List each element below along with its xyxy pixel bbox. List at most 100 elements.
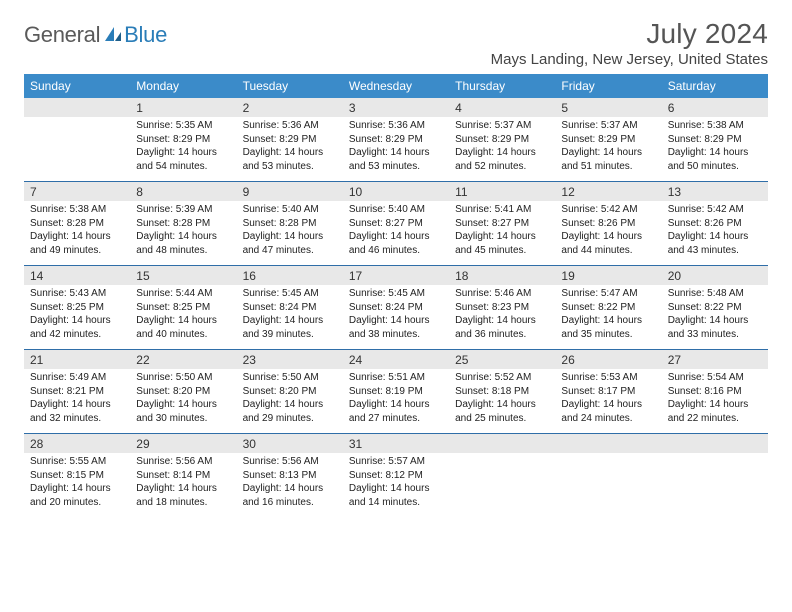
day-number-cell: 6	[662, 98, 768, 117]
daylight-text: Daylight: 14 hours	[243, 482, 337, 496]
weekday-header: Wednesday	[343, 74, 449, 98]
day-number-row: 14151617181920	[24, 266, 768, 286]
day-number-cell: 8	[130, 182, 236, 202]
day-number: 16	[237, 266, 343, 285]
sunset-text: Sunset: 8:24 PM	[349, 301, 443, 315]
day-number: 24	[343, 350, 449, 369]
daylight-text: Daylight: 14 hours	[136, 230, 230, 244]
sunset-text: Sunset: 8:17 PM	[561, 385, 655, 399]
daylight-text: and 27 minutes.	[349, 412, 443, 426]
day-number-cell: 26	[555, 350, 661, 370]
day-content-cell	[24, 117, 130, 182]
day-number-row: 78910111213	[24, 182, 768, 202]
sunset-text: Sunset: 8:24 PM	[243, 301, 337, 315]
day-content-cell: Sunrise: 5:51 AMSunset: 8:19 PMDaylight:…	[343, 369, 449, 434]
day-content-cell: Sunrise: 5:39 AMSunset: 8:28 PMDaylight:…	[130, 201, 236, 266]
day-number: 15	[130, 266, 236, 285]
calendar-header-row: SundayMondayTuesdayWednesdayThursdayFrid…	[24, 74, 768, 98]
logo-text-general: General	[24, 22, 100, 48]
weekday-header: Sunday	[24, 74, 130, 98]
day-number-row: 123456	[24, 98, 768, 117]
daylight-text: Daylight: 14 hours	[455, 398, 549, 412]
sunset-text: Sunset: 8:18 PM	[455, 385, 549, 399]
daylight-text: Daylight: 14 hours	[30, 314, 124, 328]
day-number-cell: 19	[555, 266, 661, 286]
daylight-text: and 40 minutes.	[136, 328, 230, 342]
daylight-text: and 39 minutes.	[243, 328, 337, 342]
day-content-cell: Sunrise: 5:38 AMSunset: 8:29 PMDaylight:…	[662, 117, 768, 182]
daylight-text: and 32 minutes.	[30, 412, 124, 426]
daylight-text: Daylight: 14 hours	[30, 398, 124, 412]
daylight-text: and 46 minutes.	[349, 244, 443, 258]
day-content-cell: Sunrise: 5:45 AMSunset: 8:24 PMDaylight:…	[237, 285, 343, 350]
day-content-cell: Sunrise: 5:40 AMSunset: 8:27 PMDaylight:…	[343, 201, 449, 266]
day-number-cell: 23	[237, 350, 343, 370]
day-number: 29	[130, 434, 236, 453]
sunset-text: Sunset: 8:29 PM	[349, 133, 443, 147]
day-content-cell	[449, 453, 555, 517]
sunrise-text: Sunrise: 5:53 AM	[561, 371, 655, 385]
daylight-text: Daylight: 14 hours	[349, 230, 443, 244]
daylight-text: Daylight: 14 hours	[455, 314, 549, 328]
daylight-text: and 22 minutes.	[668, 412, 762, 426]
daylight-text: and 42 minutes.	[30, 328, 124, 342]
logo-sail-icon	[104, 26, 122, 42]
sunset-text: Sunset: 8:28 PM	[30, 217, 124, 231]
sunrise-text: Sunrise: 5:56 AM	[136, 455, 230, 469]
daylight-text: Daylight: 14 hours	[668, 398, 762, 412]
sunset-text: Sunset: 8:22 PM	[561, 301, 655, 315]
day-number-cell: 5	[555, 98, 661, 117]
sunrise-text: Sunrise: 5:46 AM	[455, 287, 549, 301]
daylight-text: and 30 minutes.	[136, 412, 230, 426]
day-number: 21	[24, 350, 130, 369]
day-content-row: Sunrise: 5:55 AMSunset: 8:15 PMDaylight:…	[24, 453, 768, 517]
day-content-cell: Sunrise: 5:36 AMSunset: 8:29 PMDaylight:…	[237, 117, 343, 182]
daylight-text: Daylight: 14 hours	[243, 230, 337, 244]
day-content-cell: Sunrise: 5:55 AMSunset: 8:15 PMDaylight:…	[24, 453, 130, 517]
daylight-text: Daylight: 14 hours	[561, 314, 655, 328]
calendar-page: General Blue July 2024 Mays Landing, New…	[0, 0, 792, 529]
sunset-text: Sunset: 8:13 PM	[243, 469, 337, 483]
sunset-text: Sunset: 8:29 PM	[243, 133, 337, 147]
daylight-text: Daylight: 14 hours	[136, 314, 230, 328]
daylight-text: and 18 minutes.	[136, 496, 230, 510]
sunset-text: Sunset: 8:25 PM	[136, 301, 230, 315]
day-number: 13	[662, 182, 768, 201]
day-content-cell	[555, 453, 661, 517]
day-number: 18	[449, 266, 555, 285]
logo: General Blue	[24, 18, 167, 48]
day-number: 11	[449, 182, 555, 201]
day-number-cell: 16	[237, 266, 343, 286]
sunset-text: Sunset: 8:15 PM	[30, 469, 124, 483]
location: Mays Landing, New Jersey, United States	[491, 51, 768, 68]
day-number-cell: 2	[237, 98, 343, 117]
daylight-text: and 14 minutes.	[349, 496, 443, 510]
weekday-header: Tuesday	[237, 74, 343, 98]
day-content-row: Sunrise: 5:35 AMSunset: 8:29 PMDaylight:…	[24, 117, 768, 182]
sunset-text: Sunset: 8:26 PM	[668, 217, 762, 231]
day-number-cell: 15	[130, 266, 236, 286]
sunset-text: Sunset: 8:14 PM	[136, 469, 230, 483]
day-content-cell: Sunrise: 5:35 AMSunset: 8:29 PMDaylight:…	[130, 117, 236, 182]
day-content-cell: Sunrise: 5:46 AMSunset: 8:23 PMDaylight:…	[449, 285, 555, 350]
daylight-text: and 43 minutes.	[668, 244, 762, 258]
day-content-cell: Sunrise: 5:36 AMSunset: 8:29 PMDaylight:…	[343, 117, 449, 182]
day-number: 28	[24, 434, 130, 453]
daylight-text: and 51 minutes.	[561, 160, 655, 174]
day-content-row: Sunrise: 5:49 AMSunset: 8:21 PMDaylight:…	[24, 369, 768, 434]
day-content-cell: Sunrise: 5:50 AMSunset: 8:20 PMDaylight:…	[130, 369, 236, 434]
day-number: 27	[662, 350, 768, 369]
sunrise-text: Sunrise: 5:38 AM	[30, 203, 124, 217]
day-number-cell: 24	[343, 350, 449, 370]
daylight-text: Daylight: 14 hours	[349, 314, 443, 328]
weekday-header: Saturday	[662, 74, 768, 98]
day-number-cell: 3	[343, 98, 449, 117]
weekday-header: Friday	[555, 74, 661, 98]
sunrise-text: Sunrise: 5:35 AM	[136, 119, 230, 133]
day-number: 10	[343, 182, 449, 201]
daylight-text: and 49 minutes.	[30, 244, 124, 258]
weekday-header: Monday	[130, 74, 236, 98]
day-content-cell: Sunrise: 5:57 AMSunset: 8:12 PMDaylight:…	[343, 453, 449, 517]
day-content-cell: Sunrise: 5:52 AMSunset: 8:18 PMDaylight:…	[449, 369, 555, 434]
day-content-cell: Sunrise: 5:40 AMSunset: 8:28 PMDaylight:…	[237, 201, 343, 266]
